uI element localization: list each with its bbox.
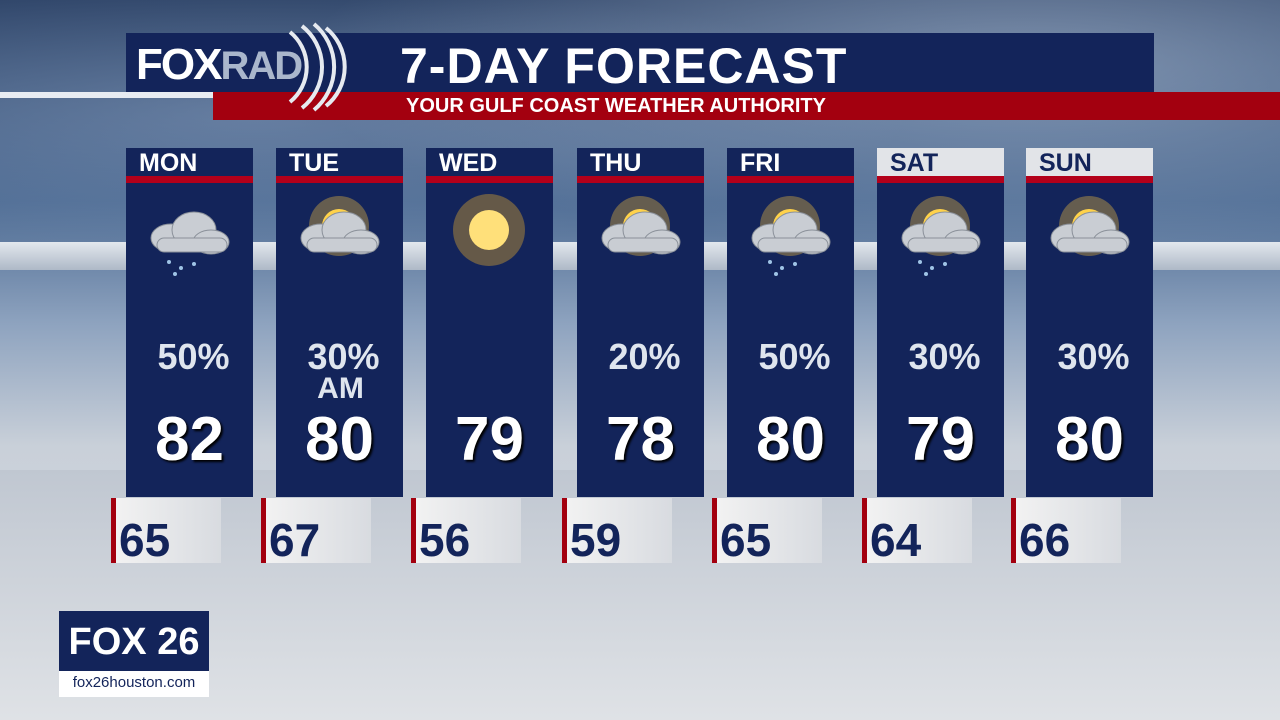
weather-icon [890,190,994,287]
radar-waves-icon [288,22,347,112]
forecast-day-fri: FRI 50% 80 [727,148,854,497]
forecast-day-mon: MON 50% 82 [126,148,253,497]
day-divider [577,176,704,183]
forecast-day-thu: THU 20% 78 [577,148,704,497]
fox26-logo: FOX 26 fox26houston.com [59,611,209,697]
cloud-rain-icon [150,211,230,276]
high-temp: 79 [906,405,975,474]
high-temp: 80 [305,405,374,474]
low-temp: 67 [261,498,371,566]
subtitle: YOUR GULF COAST WEATHER AUTHORITY [406,95,826,117]
day-label: TUE [289,149,339,177]
sunny-icon [453,194,525,266]
day-divider [1026,176,1153,183]
day-divider [426,176,553,183]
day-label: FRI [740,149,781,177]
low-temp: 59 [562,498,672,566]
weather-icon [740,190,844,287]
sun-behind-cloud-icon [300,196,380,256]
low-temp: 56 [411,498,521,566]
high-temp: 78 [606,405,675,474]
sun-behind-cloud-icon [601,196,681,256]
forecast-day-wed: WED 79 [426,148,553,497]
day-label: SAT [877,148,1004,177]
header-accent-line [0,92,213,98]
precip-note: AM [317,372,364,405]
station-url: fox26houston.com [72,674,196,691]
low-temp: 66 [1011,498,1121,566]
forecast-day-tue: TUE 30% AM 80 [276,148,403,497]
high-temp: 82 [155,405,224,474]
header-bar [126,33,1154,93]
precip-chance: 20% [608,336,681,377]
weather-icon [1039,190,1143,287]
precip-chance: 50% [758,336,831,377]
page-title: 7-DAY FORECAST [400,38,848,94]
high-temp: 79 [455,405,524,474]
low-temp: 65 [712,498,822,566]
sun-cloud-rain-icon [901,196,981,276]
day-label: WED [439,149,498,177]
sun-behind-cloud-icon [1050,196,1130,256]
weather-icon [590,190,694,287]
weather-icon [139,190,243,287]
low-temp: 64 [862,498,972,566]
day-divider [727,176,854,183]
sun-cloud-storm-icon [751,196,831,276]
precip-chance: 30% [1057,336,1130,377]
precip-chance: 50% [157,336,230,377]
weather-icon [289,190,393,287]
day-divider [126,176,253,183]
day-label: SUN [1026,148,1153,177]
precip-chance: 30% [908,336,981,377]
high-temp: 80 [1055,405,1124,474]
precip-chance: 30% [307,336,380,377]
forecast-day-sat: SAT 30% 79 [877,148,1004,497]
day-divider [877,176,1004,183]
forecast-day-sun: SUN 30% 80 [1026,148,1153,497]
weather-icon [439,190,543,287]
subtitle-bar [213,92,1280,120]
day-divider [276,176,403,183]
foxrad-logo: FOXRAD [136,40,303,89]
day-label: THU [590,149,642,177]
day-label: MON [139,149,198,177]
high-temp: 80 [756,405,825,474]
low-temp: 65 [111,498,221,566]
